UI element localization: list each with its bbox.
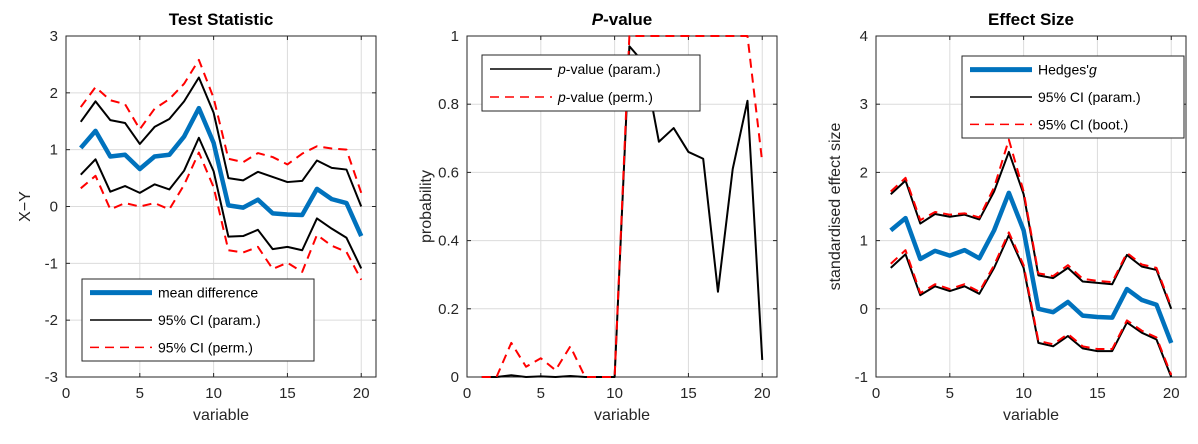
x-tick-label: 15	[279, 385, 296, 402]
chart-panel-1: 0 5 10 15 20 -3 -2 -1 0 1 2 3 variable X−Y Test Statis…	[17, 10, 377, 424]
y-tick-label: 1	[860, 233, 868, 250]
y-tick-label: -1	[855, 369, 868, 386]
legend-box	[481, 54, 701, 112]
x-tick-label: 5	[136, 385, 144, 402]
y-tick-label: 2	[50, 85, 58, 102]
chart-title: Effect Size	[988, 10, 1074, 29]
y-tick-label: -1	[45, 255, 58, 272]
legend-label: 95% CI (param.)	[158, 312, 261, 328]
axes-frame	[875, 35, 1187, 378]
y-tick-label: 1	[50, 142, 58, 159]
y-tick-label: 3	[50, 28, 58, 45]
x-tick-label: 5	[946, 385, 954, 402]
x-tick-label: 20	[754, 385, 771, 402]
x-axis-label: variable	[1003, 407, 1059, 424]
legend: Hedges'g 95% CI (param.) 95% CI (boot.)	[961, 55, 1185, 139]
legend-label: p-value (param.)	[557, 61, 661, 77]
x-tick-label: 0	[872, 385, 880, 402]
x-tick-label: 0	[62, 385, 70, 402]
y-axis-label: standardised effect size	[827, 123, 844, 291]
y-tick-label: 0	[860, 301, 868, 318]
y-axis-label: X−Y	[17, 191, 34, 222]
x-tick-label: 20	[353, 385, 370, 402]
series-line-solid-bound	[80, 136, 363, 269]
y-tick-label: -3	[45, 369, 58, 386]
x-tick-label: 10	[205, 385, 222, 402]
series-line-p-value-perm	[481, 35, 764, 378]
series-line-95-ci-perm	[79, 58, 363, 194]
legend-label: p-value (perm.)	[557, 89, 653, 105]
legend-label: 95% CI (perm.)	[158, 339, 253, 355]
x-tick-label: 10	[606, 385, 623, 402]
series-line-mean-difference	[79, 105, 364, 237]
y-tick-label: 3	[860, 96, 868, 113]
legend: mean difference 95% CI (param.) 95% CI (pe…	[81, 278, 315, 362]
series-line-dashed-bound	[80, 151, 363, 281]
chart-title: Test Statistic	[169, 10, 274, 29]
axes-frame	[466, 35, 778, 378]
x-axis-label: variable	[193, 407, 249, 424]
legend-label: mean difference	[158, 285, 258, 301]
x-tick-label: 15	[1089, 385, 1106, 402]
series-line-dashed-bound	[890, 231, 1173, 376]
chart-title: P-value	[592, 10, 652, 29]
chart-panel-2: 0 5 10 15 20 0 0.2 0.4 0.6 0.8 1 variable probabilit…	[418, 10, 778, 424]
legend-label: 95% CI (boot.)	[1038, 116, 1128, 132]
x-tick-label: 0	[463, 385, 471, 402]
x-tick-label: 20	[1163, 385, 1180, 402]
y-tick-label: 0	[50, 199, 58, 216]
y-tick-label: 0.2	[438, 301, 459, 318]
y-tick-label: 0	[451, 369, 459, 386]
legend: p-value (param.) p-value (perm.)	[481, 54, 701, 112]
y-tick-label: 0.8	[438, 96, 459, 113]
series-line-p-value-param	[481, 45, 764, 378]
y-tick-label: -2	[45, 312, 58, 329]
series-line-hedges-g	[889, 190, 1174, 344]
legend-label: 95% CI (param.)	[1038, 89, 1141, 105]
x-tick-label: 15	[680, 385, 697, 402]
y-tick-label: 2	[860, 164, 868, 181]
x-tick-label: 5	[537, 385, 545, 402]
series-line-95-ci-param	[79, 76, 363, 207]
y-tick-label: 4	[860, 28, 868, 45]
y-tick-label: 0.6	[438, 164, 459, 181]
y-axis-label: probability	[418, 170, 435, 243]
y-tick-label: 0.4	[438, 233, 459, 250]
y-tick-label: 1	[451, 28, 459, 45]
x-axis-label: variable	[594, 407, 650, 424]
legend-label: Hedges'g	[1038, 62, 1097, 78]
series-line-95-ci-boot	[890, 138, 1173, 308]
x-tick-label: 10	[1015, 385, 1032, 402]
